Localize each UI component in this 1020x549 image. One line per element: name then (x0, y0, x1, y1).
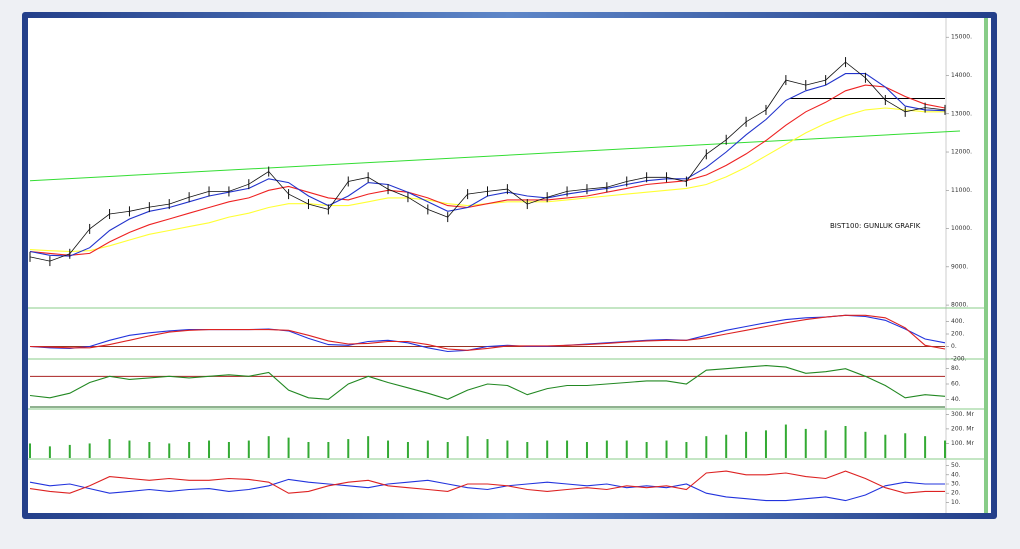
bar (605, 440, 608, 458)
bar (665, 440, 668, 458)
y-tick-label: 14000. (951, 72, 972, 79)
y-tick-label: 80. (951, 365, 961, 372)
bar (725, 434, 728, 458)
bar (247, 440, 250, 458)
bar (406, 442, 409, 458)
bar (804, 428, 807, 458)
bar (784, 424, 787, 458)
bar (466, 436, 469, 458)
y-tick-label: 20. (951, 490, 961, 497)
y-tick-label: 12000. (951, 149, 972, 156)
y-tick-label: 15000. (951, 34, 972, 41)
series-line (29, 470, 945, 494)
bar (307, 442, 310, 458)
bar (267, 436, 270, 458)
bar (446, 442, 449, 458)
y-tick-label: 0. (951, 343, 957, 350)
bar (68, 444, 71, 458)
series-line (29, 365, 946, 400)
bar (526, 442, 529, 458)
bar (506, 440, 509, 458)
bar (546, 440, 549, 458)
bar (168, 443, 171, 458)
y-tick-label: 200. Mr (951, 425, 974, 432)
series-line (29, 478, 945, 502)
bar (745, 431, 748, 458)
y-tick-label: 11000. (951, 187, 972, 194)
bar (347, 439, 350, 458)
y-tick-label: 8000. (951, 302, 968, 309)
bar (29, 443, 31, 458)
series-line (29, 314, 946, 351)
y-tick-label: 40. (951, 396, 961, 403)
bar (426, 440, 429, 458)
annotation: BIST100: GUNLUK GRAFIK (830, 222, 921, 230)
bar (108, 439, 111, 458)
y-tick-label: 30. (951, 481, 961, 488)
y-tick-label: 100. Mr (951, 440, 974, 447)
bar (88, 443, 91, 458)
bar (387, 440, 390, 458)
bar (705, 436, 708, 458)
bar (944, 440, 946, 458)
bar (227, 442, 230, 458)
series-line (29, 314, 946, 353)
y-tick-label: 9000. (951, 263, 968, 270)
bar (884, 434, 887, 458)
bar (824, 430, 827, 458)
bar (764, 430, 767, 458)
bar (188, 442, 191, 458)
bar (625, 440, 628, 458)
y-tick-label: 10. (951, 499, 961, 506)
bar (486, 439, 489, 458)
bar (645, 442, 648, 458)
bar (287, 437, 290, 458)
series-line (29, 84, 946, 256)
y-tick-label: 13000. (951, 110, 972, 117)
bar (327, 442, 330, 458)
y-tick-label: 300. Mr (951, 411, 974, 418)
y-tick-label: 60. (951, 381, 961, 388)
bar (48, 446, 51, 458)
bar (128, 440, 131, 458)
bar (904, 433, 907, 458)
bar (864, 431, 867, 458)
bar (844, 426, 847, 458)
y-tick-label: 40. (951, 471, 961, 478)
side-strip (984, 18, 988, 513)
bar (685, 442, 688, 458)
trend-line (29, 130, 961, 182)
bar (924, 436, 927, 458)
bar (148, 442, 151, 458)
y-tick-label: 400. (951, 318, 964, 325)
bar (208, 440, 211, 458)
bar (585, 442, 588, 458)
y-tick-label: 50. (951, 462, 961, 469)
y-tick-label: 200. (951, 331, 964, 338)
bar (367, 436, 370, 458)
y-tick-label: -200. (951, 356, 967, 363)
y-tick-label: 10000. (951, 225, 972, 232)
bar (566, 440, 569, 458)
chart-area (28, 18, 991, 513)
